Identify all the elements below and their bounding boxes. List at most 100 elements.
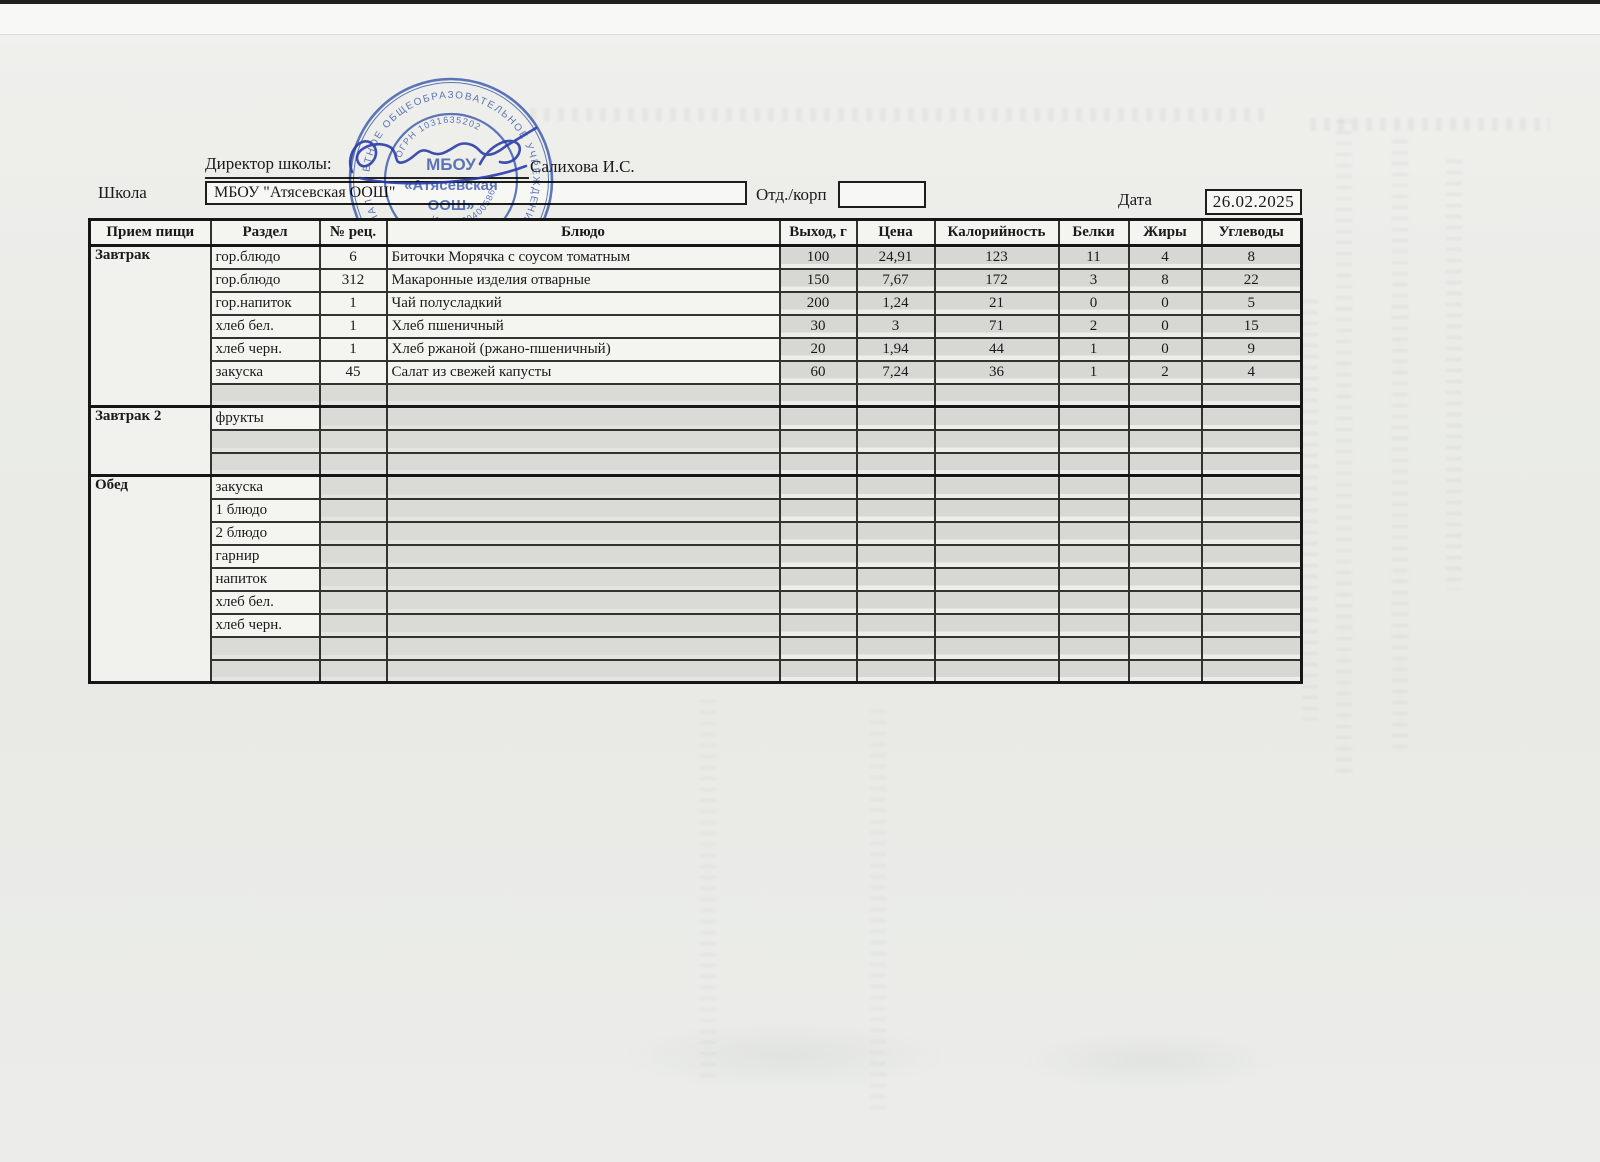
cell-price (855, 635, 936, 661)
cell-price (855, 474, 936, 500)
cell-carbs: 15 (1200, 313, 1303, 339)
cell-protein (1057, 497, 1130, 523)
table-row: гор.напиток 1 Чай полусладкий 200 1,24 21 0 0 5 (90, 290, 1303, 316)
table-row: хлеб черн. 1 Хлеб ржаной (ржано-пшеничный)… (90, 336, 1303, 362)
cell-razdel: 1 блюдо (209, 497, 321, 523)
cell-out-g: 30 (778, 313, 858, 339)
cell-price (855, 612, 936, 638)
cell-kcal: 21 (933, 290, 1060, 316)
cell-carbs (1200, 428, 1303, 454)
cell-out-g (778, 405, 858, 431)
cell-out-g: 60 (778, 359, 858, 385)
table-row (90, 428, 1303, 454)
cell-price: 7,24 (855, 359, 936, 385)
cell-razdel (209, 658, 321, 684)
cell-price (855, 658, 936, 684)
cell-carbs (1200, 589, 1303, 615)
menu-table-head: Прием пищи Раздел № рец. Блюдо Выход, г Цена К… (88, 218, 1303, 247)
table-row: Обед закуска (88, 474, 1303, 684)
cell-kcal: 172 (933, 267, 1060, 293)
cell-dish (385, 635, 781, 661)
cell-kcal (933, 566, 1060, 592)
cell-out-g (778, 658, 858, 684)
table-row (90, 382, 1303, 408)
scan-top-strip (0, 4, 1600, 34)
cell-dish: Биточки Морячка с соусом томатным (385, 244, 781, 270)
dept-label: Отд./корп (756, 185, 827, 204)
cell-out-g (778, 474, 858, 500)
meal-section-cell: Завтрак 2 (88, 405, 212, 477)
cell-dish (385, 405, 781, 431)
meal-section-cell: Обед (88, 474, 212, 684)
column-header: Прием пищи (88, 218, 212, 247)
menu-table: Прием пищи Раздел № рец. Блюдо Выход, г Цена К… (88, 218, 1303, 684)
cell-out-g: 100 (778, 244, 858, 270)
cell-price (855, 451, 936, 477)
cell-carbs: 4 (1200, 359, 1303, 385)
cell-recipe-num: 312 (318, 267, 388, 293)
cell-out-g (778, 635, 858, 661)
stamp-center-line1: МБОУ (426, 155, 476, 174)
table-row: напиток (90, 566, 1303, 592)
cell-fat (1127, 428, 1203, 454)
column-header: Раздел (209, 218, 321, 247)
bleed-through-ghost (1336, 120, 1352, 780)
column-header: Цена (855, 218, 936, 247)
cell-price: 3 (855, 313, 936, 339)
cell-razdel: напиток (209, 566, 321, 592)
cell-fat (1127, 635, 1203, 661)
scan-edge-top (0, 0, 1600, 4)
bleed-through-ghost (1310, 118, 1550, 131)
cell-dish (385, 543, 781, 569)
cell-kcal (933, 382, 1060, 408)
cell-carbs: 8 (1200, 244, 1303, 270)
cell-out-g (778, 612, 858, 638)
cell-carbs (1200, 451, 1303, 477)
cell-recipe-num (318, 405, 388, 431)
cell-razdel: гарнир (209, 543, 321, 569)
dept-field (838, 181, 926, 208)
cell-out-g: 200 (778, 290, 858, 316)
cell-fat (1127, 405, 1203, 431)
signature-line (205, 177, 529, 179)
date-field: 26.02.2025 (1205, 189, 1302, 215)
cell-protein (1057, 520, 1130, 546)
cell-razdel: хлеб бел. (209, 589, 321, 615)
table-row: хлеб бел. 1 Хлеб пшеничный 30 3 71 2 0 15 (90, 313, 1303, 339)
cell-fat (1127, 497, 1203, 523)
cell-recipe-num (318, 451, 388, 477)
cell-dish (385, 612, 781, 638)
cell-fat (1127, 543, 1203, 569)
cell-razdel (209, 635, 321, 661)
cell-protein: 1 (1057, 359, 1130, 385)
cell-protein: 11 (1057, 244, 1130, 270)
cell-fat: 0 (1127, 313, 1203, 339)
cell-price (855, 428, 936, 454)
cell-recipe-num (318, 612, 388, 638)
cell-razdel: 2 блюдо (209, 520, 321, 546)
cell-carbs (1200, 405, 1303, 431)
cell-carbs (1200, 612, 1303, 638)
cell-recipe-num (318, 635, 388, 661)
cell-dish: Хлеб ржаной (ржано-пшеничный) (385, 336, 781, 362)
cell-out-g (778, 428, 858, 454)
column-header: Выход, г (778, 218, 858, 247)
stamp-center-line2: «Атясевская (404, 177, 498, 194)
cell-kcal (933, 589, 1060, 615)
cell-protein (1057, 566, 1130, 592)
cell-dish: Макаронные изделия отварные (385, 267, 781, 293)
cell-price (855, 497, 936, 523)
cell-razdel: гор.напиток (209, 290, 321, 316)
cell-recipe-num: 6 (318, 244, 388, 270)
table-row: хлеб черн. (90, 612, 1303, 638)
cell-protein (1057, 382, 1130, 408)
cell-kcal (933, 428, 1060, 454)
cell-kcal: 123 (933, 244, 1060, 270)
cell-protein (1057, 612, 1130, 638)
cell-carbs (1200, 497, 1303, 523)
cell-kcal (933, 405, 1060, 431)
cell-protein (1057, 451, 1130, 477)
cell-carbs (1200, 382, 1303, 408)
cell-kcal (933, 658, 1060, 684)
